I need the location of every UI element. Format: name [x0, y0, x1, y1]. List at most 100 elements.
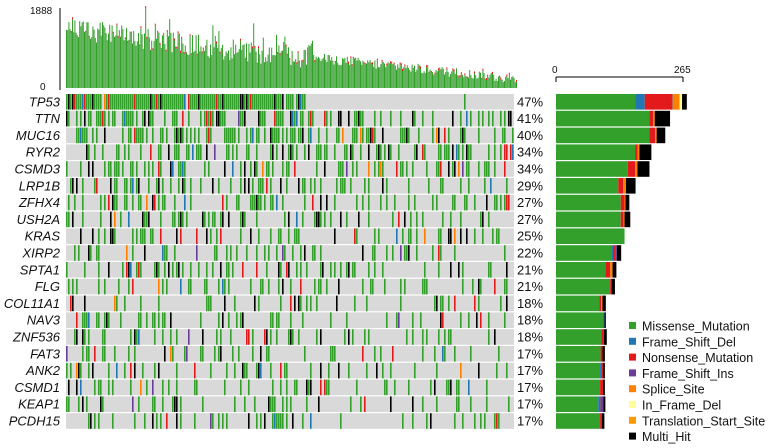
matrix-cell — [278, 413, 280, 429]
matrix-cell — [448, 127, 450, 144]
matrix-cell — [138, 178, 140, 194]
matrix-cell — [258, 110, 260, 127]
gene-bar-segment-fat3-nonsense-mutation — [600, 346, 603, 362]
matrix-cell — [366, 127, 368, 144]
matrix-cell — [436, 362, 438, 379]
matrix-cell — [176, 396, 178, 412]
matrix-cell — [114, 94, 116, 110]
matrix-cell — [180, 127, 182, 144]
tmb-bar — [312, 40, 313, 88]
gene-bar-segment-keap1-multi-hit — [603, 396, 606, 412]
tmb-bar — [111, 25, 113, 88]
matrix-cell — [98, 245, 100, 261]
matrix-cell — [202, 211, 204, 228]
matrix-cell — [468, 178, 470, 194]
tmb-bar — [417, 63, 419, 88]
matrix-cell — [306, 396, 308, 412]
matrix-cell — [244, 396, 246, 412]
matrix-cell — [270, 396, 272, 412]
matrix-cell — [276, 127, 278, 144]
matrix-cell — [494, 194, 496, 211]
tmb-bar-segment — [466, 76, 468, 79]
matrix-cell — [216, 329, 218, 345]
gene-bar-segment-csmd3-missense-mutation — [556, 161, 628, 177]
matrix-cell — [178, 127, 180, 144]
tmb-bar — [475, 75, 477, 88]
matrix-cell — [348, 110, 350, 127]
matrix-cell — [156, 94, 158, 110]
matrix-cell — [444, 329, 446, 345]
tmb-bar — [367, 60, 369, 88]
tmb-bar — [338, 64, 340, 88]
matrix-cell — [196, 245, 198, 261]
matrix-cell — [76, 312, 78, 328]
gene-bar-segment-col11a1-missense-mutation — [556, 295, 600, 312]
tmb-ymax-label: 1888 — [30, 6, 53, 17]
matrix-cell — [140, 144, 142, 160]
tmb-bar — [397, 64, 399, 88]
matrix-cell — [140, 94, 142, 110]
gene-bar-segment-ttn-multi-hit — [654, 110, 671, 127]
matrix-cell — [158, 144, 160, 160]
tmb-bar — [271, 47, 273, 88]
tmb-bar — [358, 60, 360, 88]
matrix-cell — [72, 278, 74, 295]
matrix-cell — [288, 211, 290, 228]
matrix-cell — [352, 262, 354, 278]
matrix-cell — [290, 127, 292, 144]
tmb-bar — [158, 32, 160, 88]
matrix-cell — [242, 362, 244, 379]
matrix-cell — [348, 329, 350, 345]
tmb-bar — [241, 49, 243, 88]
tmb-bar — [350, 58, 352, 88]
matrix-cell — [304, 245, 306, 261]
matrix-cell — [360, 110, 362, 127]
matrix-cell — [74, 329, 76, 345]
pct-label-tp53: 47% — [517, 94, 543, 109]
gene-bar-segment-spta1-missense-mutation — [556, 262, 606, 278]
matrix-cell — [152, 127, 154, 144]
matrix-cell — [408, 194, 410, 211]
matrix-cell — [84, 262, 86, 278]
matrix-cell — [426, 329, 428, 345]
legend-label-in-frame-del: In_Frame_Del — [642, 399, 721, 413]
tmb-bar — [471, 77, 473, 88]
matrix-cell — [80, 362, 82, 379]
matrix-cell — [74, 194, 76, 211]
matrix-cell — [152, 161, 154, 177]
matrix-cell — [450, 379, 452, 396]
pct-label-nav3: 18% — [517, 313, 543, 328]
matrix-cell — [382, 262, 384, 278]
matrix-cell — [206, 228, 208, 244]
tmb-bar — [164, 43, 166, 88]
matrix-cell — [310, 295, 312, 312]
matrix-cell — [288, 94, 290, 110]
matrix-cell — [280, 362, 282, 379]
tmb-bar — [98, 29, 100, 88]
tmb-bar — [202, 49, 204, 88]
matrix-cell — [162, 396, 164, 412]
tmb-bar — [511, 77, 513, 88]
tmb-bar — [217, 47, 219, 88]
matrix-cell — [130, 110, 132, 127]
gene-bar-segment-nav3-missense-mutation — [556, 312, 603, 328]
matrix-cell — [236, 312, 238, 328]
gene-bar-segment-lrp1b-splice-site — [623, 178, 626, 194]
matrix-cell — [454, 295, 456, 312]
matrix-cell — [320, 362, 322, 379]
matrix-cell — [326, 110, 328, 127]
tmb-bar — [103, 25, 105, 89]
matrix-cell — [312, 245, 314, 261]
tmb-bar — [84, 31, 85, 89]
matrix-cell — [286, 161, 288, 177]
matrix-cell — [376, 144, 378, 160]
matrix-cell — [260, 178, 262, 194]
matrix-cell — [226, 262, 228, 278]
matrix-cell — [488, 262, 490, 278]
gene-bar-segment-pcdh15-nonsense-mutation — [600, 413, 603, 429]
tmb-bar — [501, 79, 503, 88]
tmb-bar-segment — [279, 53, 281, 56]
tmb-bar — [453, 71, 455, 88]
matrix-cell — [208, 94, 210, 110]
tmb-bar-segment — [152, 48, 154, 51]
